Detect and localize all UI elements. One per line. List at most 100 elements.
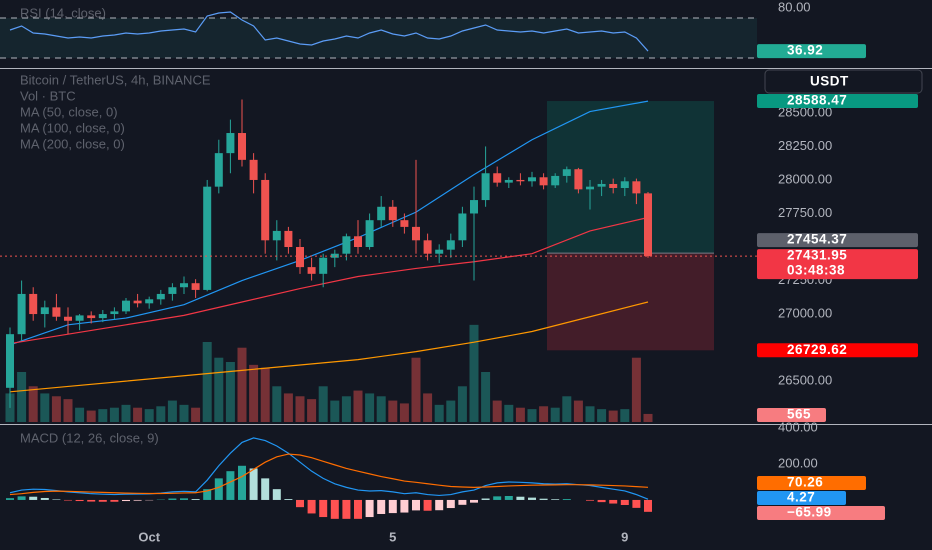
volume-bar: [527, 409, 537, 422]
candle-body: [597, 183, 606, 187]
candle-body: [75, 315, 84, 321]
volume-bar: [51, 396, 61, 422]
histogram-bar: [98, 499, 107, 502]
histogram-bar: [632, 499, 641, 508]
volume-bar: [457, 386, 467, 422]
volume-bar: [515, 407, 525, 422]
candle-body: [156, 293, 165, 300]
histogram-bar: [516, 496, 525, 500]
candle-body: [168, 287, 177, 294]
candle-body: [64, 316, 72, 321]
candle-body: [330, 253, 339, 258]
histogram-bar: [620, 499, 629, 505]
position-loss: [547, 253, 714, 351]
histogram-bar: [481, 498, 490, 500]
candle-body: [133, 300, 142, 304]
candle-body: [145, 299, 154, 304]
volume-bar: [40, 393, 50, 422]
volume-bar: [272, 386, 282, 422]
candle-body: [307, 267, 316, 274]
candle-body: [458, 213, 467, 241]
y-tick-label: 200.00: [778, 455, 818, 470]
candle-body: [586, 186, 594, 190]
volume-bar: [202, 342, 212, 422]
price-tag-label: −65.99: [787, 505, 832, 520]
volume-bar: [260, 367, 270, 422]
y-tick-label: 28000.00: [778, 171, 832, 186]
histogram-bar: [609, 499, 618, 504]
y-tick-label: 26500.00: [778, 373, 832, 388]
histogram-bar: [29, 496, 38, 500]
macd-title: MACD (12, 26, close, 9): [20, 430, 159, 445]
price-tag: [757, 233, 918, 248]
histogram-bar: [562, 499, 571, 500]
candle-body: [644, 193, 652, 257]
histogram-bar: [551, 499, 560, 500]
volume-bar: [318, 386, 328, 422]
candle-body: [110, 311, 119, 315]
volume-legend: Vol · BTC: [20, 88, 76, 103]
candle-body: [528, 177, 536, 182]
candle-body: [17, 293, 26, 335]
candle-body: [446, 240, 455, 250]
histogram-bar: [644, 499, 652, 512]
volume-bar: [330, 400, 340, 422]
volume-bar: [249, 364, 259, 422]
moving-average: [9, 216, 649, 345]
volume-bar: [353, 390, 363, 422]
histogram-bar: [365, 499, 374, 518]
histogram-bar: [388, 499, 397, 514]
volume-bar: [643, 413, 653, 422]
volume-bar: [341, 396, 351, 422]
candle-body: [516, 179, 525, 182]
volume-bar: [109, 407, 119, 422]
countdown-label: 03:48:38: [787, 263, 845, 278]
histogram-bar: [342, 499, 351, 519]
candle-body: [365, 220, 374, 248]
candle-body: [29, 293, 38, 315]
candle-body: [238, 133, 246, 160]
price-tag-label: 26729.62: [787, 342, 847, 357]
volume-bar: [28, 386, 38, 422]
candle-body: [539, 177, 548, 186]
candle-body: [504, 179, 513, 183]
volume-bar: [307, 399, 317, 422]
y-tick-label: 27750.00: [778, 205, 832, 220]
candle-body: [493, 173, 502, 183]
histogram-bar: [377, 499, 386, 514]
histogram-bar: [249, 468, 258, 500]
histogram-bar: [458, 499, 467, 505]
histogram-bar: [122, 499, 130, 502]
candle-body: [620, 181, 629, 189]
candle-body: [261, 179, 270, 241]
volume-bar: [388, 400, 398, 422]
histogram-bar: [435, 499, 444, 511]
histogram-bar: [40, 497, 49, 500]
histogram-bar: [6, 498, 14, 500]
histogram-bar: [133, 499, 142, 501]
currency-label[interactable]: USDT: [810, 74, 849, 89]
moving-average: [9, 301, 649, 393]
currency-button[interactable]: [764, 69, 923, 94]
candle-body: [481, 173, 490, 201]
y-tick-label: 28250.00: [778, 138, 832, 153]
candle-body: [435, 249, 444, 254]
y-tick-label: 27000.00: [778, 305, 832, 320]
candle-body: [632, 181, 641, 194]
candle-body: [377, 206, 386, 221]
volume-bar: [295, 396, 305, 422]
histogram-bar: [539, 498, 548, 500]
rsi-band: [0, 18, 757, 58]
histogram-bar: [412, 499, 420, 511]
histogram-bar: [319, 499, 328, 518]
volume-bar: [481, 372, 491, 422]
volume-bar: [492, 400, 502, 422]
candle-body: [191, 283, 200, 290]
histogram-bar: [272, 489, 281, 500]
candle-body: [470, 200, 478, 214]
histogram-bar: [238, 465, 246, 500]
volume-bar: [608, 410, 618, 422]
volume-bar: [179, 404, 189, 422]
histogram-bar: [493, 496, 502, 500]
